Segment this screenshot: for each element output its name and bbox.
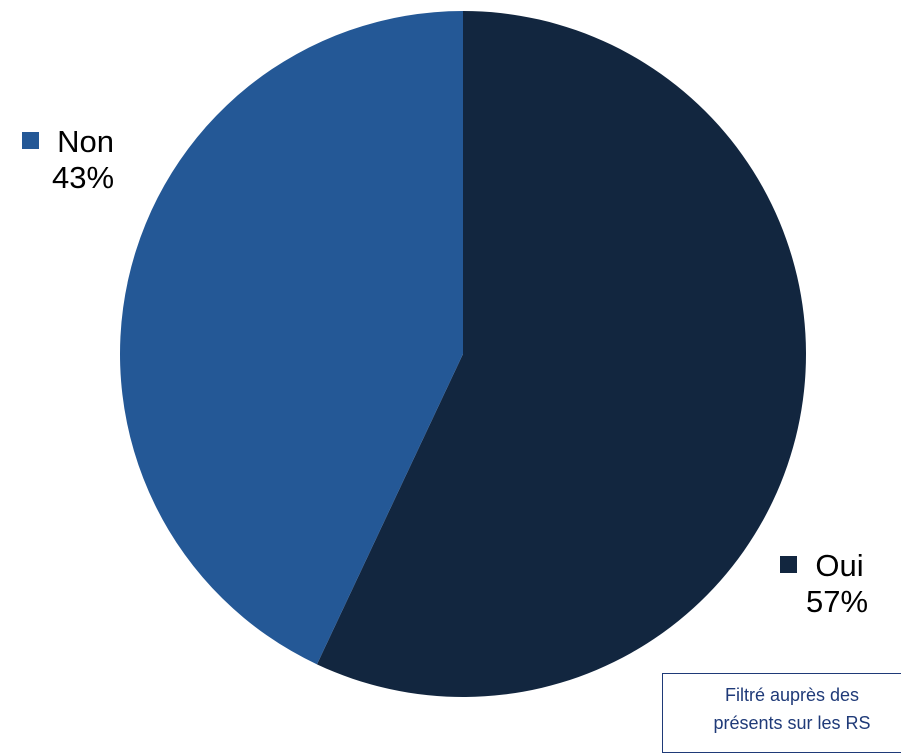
legend-swatch-oui [780, 556, 798, 574]
pie-slice-oui [316, 11, 806, 697]
filter-note-line2: présents sur les RS [713, 713, 871, 733]
slice-label-non-name: Non [57, 124, 114, 159]
filter-note-box: Filtré auprès des présents sur les RS [662, 673, 901, 753]
slice-label-oui-value: 57% [806, 584, 869, 619]
slice-label-oui: Oui 57% [776, 548, 868, 620]
pie-slice-non [120, 11, 464, 665]
slice-label-non: Non 43% [22, 124, 114, 196]
filter-note-line1: Filtré auprès des [724, 685, 860, 705]
legend-swatch-non [22, 132, 40, 150]
slice-label-oui-name: Oui [815, 548, 864, 583]
slice-label-non-value: 43% [52, 160, 115, 195]
